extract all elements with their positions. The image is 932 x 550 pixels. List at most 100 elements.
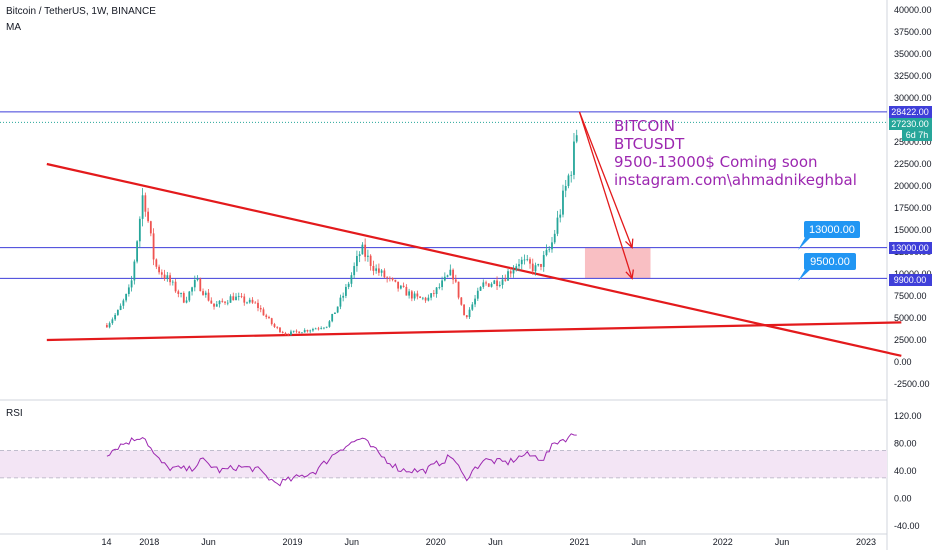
candle-84 [336, 306, 339, 314]
candle-body [559, 214, 562, 218]
candle-79 [323, 327, 325, 330]
callout-upper[interactable]: 13000.00 [798, 221, 860, 250]
candle-body [114, 314, 117, 320]
time-tick-5: 2020 [426, 537, 446, 547]
rsi-tick--40.00: -40.00 [894, 521, 920, 531]
candle-body [443, 276, 446, 281]
price-pane [0, 111, 902, 357]
candle-body [515, 266, 518, 270]
candle-body [108, 323, 111, 328]
candle-29 [185, 296, 188, 304]
time-tick-10: Jun [775, 537, 790, 547]
rsi-tick-120.00: 120.00 [894, 411, 922, 421]
candle-body [493, 280, 496, 284]
candle-155 [531, 258, 534, 275]
candle-21 [163, 269, 166, 281]
candle-body [430, 293, 432, 298]
candle-60 [270, 317, 273, 326]
candle-body [323, 327, 325, 329]
candle-38 [210, 297, 213, 304]
candle-body [468, 309, 471, 318]
rsi-tick-40.00: 40.00 [894, 466, 917, 476]
axes: 40000.00 37500.00 35000.00 32500.00 30000.00… [101, 5, 931, 547]
candle-body [460, 297, 463, 305]
candle-88 [347, 281, 350, 290]
candle-146 [507, 268, 509, 281]
candle-body [281, 332, 284, 334]
candle-117 [427, 294, 430, 302]
time-tick-3: 2019 [283, 537, 303, 547]
forecast-arrowhead-1 [625, 238, 634, 249]
price-tick-17500.00: 17500.00 [894, 203, 932, 213]
candle-67 [290, 329, 292, 336]
candle-body [369, 255, 372, 266]
candle-body [303, 330, 306, 333]
candle-body [301, 332, 303, 334]
candle-body [339, 297, 342, 307]
candle-body [144, 195, 147, 212]
candle-body [416, 293, 419, 297]
candle-body [235, 296, 237, 301]
badge-countdown: 6d 7h [902, 130, 932, 141]
candle-63 [279, 327, 281, 334]
candle-body [449, 269, 452, 276]
candle-body [485, 282, 487, 284]
candle-65 [284, 331, 287, 336]
callout-lower[interactable]: 9500.00 [798, 253, 856, 281]
candle-body [562, 190, 564, 215]
candle-body [130, 280, 133, 288]
candle-body [246, 302, 248, 304]
candle-body [188, 291, 191, 301]
price-tick-0.00: 0.00 [894, 357, 912, 367]
candle-body [127, 287, 130, 294]
candle-9 [130, 275, 133, 292]
rsi-line [106, 433, 577, 487]
candle-105 [394, 279, 397, 283]
candle-96 [369, 254, 372, 271]
candle-body [125, 293, 128, 301]
candle-body [158, 266, 160, 273]
candle-body [325, 326, 328, 328]
candle-78 [320, 326, 323, 330]
candle-123 [443, 272, 446, 282]
candle-body [191, 287, 193, 292]
candle-body [545, 249, 548, 256]
candle-138 [485, 280, 487, 286]
candle-2 [111, 317, 114, 325]
candle-body [265, 315, 268, 318]
candle-116 [424, 296, 427, 303]
candle-body [399, 285, 402, 289]
candle-body [290, 331, 292, 335]
candle-body [328, 321, 331, 327]
candle-body [435, 287, 438, 295]
candle-body [534, 265, 537, 272]
candle-83 [334, 312, 336, 315]
candle-49 [240, 293, 243, 299]
candle-body [520, 259, 523, 265]
candle-body [386, 277, 389, 279]
candle-body [342, 295, 345, 298]
candle-5 [119, 303, 122, 311]
candle-body [180, 293, 182, 294]
candle-154 [529, 257, 531, 269]
forecast-arrow-1 [578, 111, 633, 248]
badge-last: 27230.00 [889, 118, 932, 130]
candle-body [295, 330, 298, 332]
candle-71 [301, 332, 303, 334]
candle-body [204, 292, 207, 295]
candle-51 [246, 301, 248, 305]
candle-59 [268, 315, 270, 319]
candle-53 [251, 297, 254, 304]
candle-body [529, 259, 531, 264]
candle-body [213, 303, 215, 307]
candle-body [254, 302, 257, 304]
candle-body [537, 263, 540, 266]
trendline-2 [46, 321, 902, 342]
candle-109 [405, 284, 408, 296]
candle-0 [105, 322, 108, 328]
rsi-tick-0.00: 0.00 [894, 494, 912, 504]
candle-55 [257, 299, 259, 312]
candle-body [105, 325, 108, 328]
candle-body [111, 319, 114, 324]
candle-body [229, 296, 232, 303]
